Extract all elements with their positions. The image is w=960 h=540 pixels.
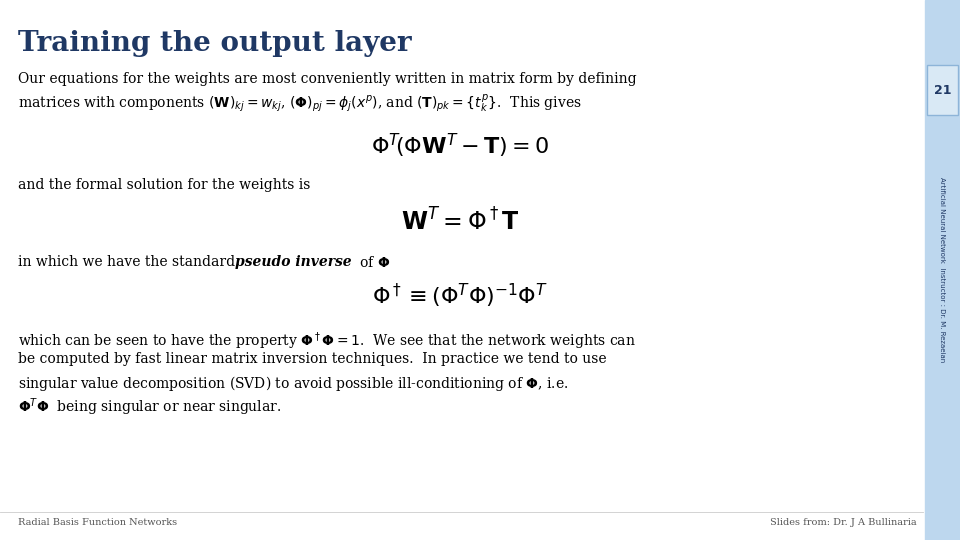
FancyBboxPatch shape <box>927 65 958 115</box>
Text: $\mathbf{\Phi}^T\mathbf{\Phi}$  being singular or near singular.: $\mathbf{\Phi}^T\mathbf{\Phi}$ being sin… <box>18 396 281 417</box>
Text: of $\mathbf{\Phi}$: of $\mathbf{\Phi}$ <box>355 255 391 270</box>
Text: pseudo inverse: pseudo inverse <box>235 255 351 269</box>
Text: Radial Basis Function Networks: Radial Basis Function Networks <box>18 518 178 527</box>
Text: in which we have the standard: in which we have the standard <box>18 255 239 269</box>
Text: Training the output layer: Training the output layer <box>18 30 412 57</box>
Text: Artificial Neural Network  Instructor : Dr. M. Rezaeian: Artificial Neural Network Instructor : D… <box>940 177 946 363</box>
Text: Slides from: Dr. J A Bullinaria: Slides from: Dr. J A Bullinaria <box>770 518 917 527</box>
Text: Our equations for the weights are most conveniently written in matrix form by de: Our equations for the weights are most c… <box>18 72 636 86</box>
Text: $\mathbf{W}^T = \Phi^\dagger\mathbf{T}$: $\mathbf{W}^T = \Phi^\dagger\mathbf{T}$ <box>401 208 519 235</box>
Text: and the formal solution for the weights is: and the formal solution for the weights … <box>18 178 310 192</box>
Text: $\Phi^T\!\left(\Phi\mathbf{W}^T - \mathbf{T}\right) = 0$: $\Phi^T\!\left(\Phi\mathbf{W}^T - \mathb… <box>371 132 549 160</box>
Text: $\Phi^\dagger \equiv \left(\Phi^T\Phi\right)^{-1}\Phi^T$: $\Phi^\dagger \equiv \left(\Phi^T\Phi\ri… <box>372 282 548 310</box>
Text: singular value decomposition (SVD) to avoid possible ill-conditioning of $\mathb: singular value decomposition (SVD) to av… <box>18 374 568 393</box>
Bar <box>925 0 960 540</box>
Text: matrices with components $(\mathbf{W})_{kj} = w_{kj}$, $(\mathbf{\Phi})_{pj} = \: matrices with components $(\mathbf{W})_{… <box>18 93 582 115</box>
Text: which can be seen to have the property $\mathbf{\Phi}^\dagger\mathbf{\Phi} = 1$.: which can be seen to have the property $… <box>18 330 636 352</box>
Text: be computed by fast linear matrix inversion techniques.  In practice we tend to : be computed by fast linear matrix invers… <box>18 352 607 366</box>
Text: 21: 21 <box>934 84 951 97</box>
